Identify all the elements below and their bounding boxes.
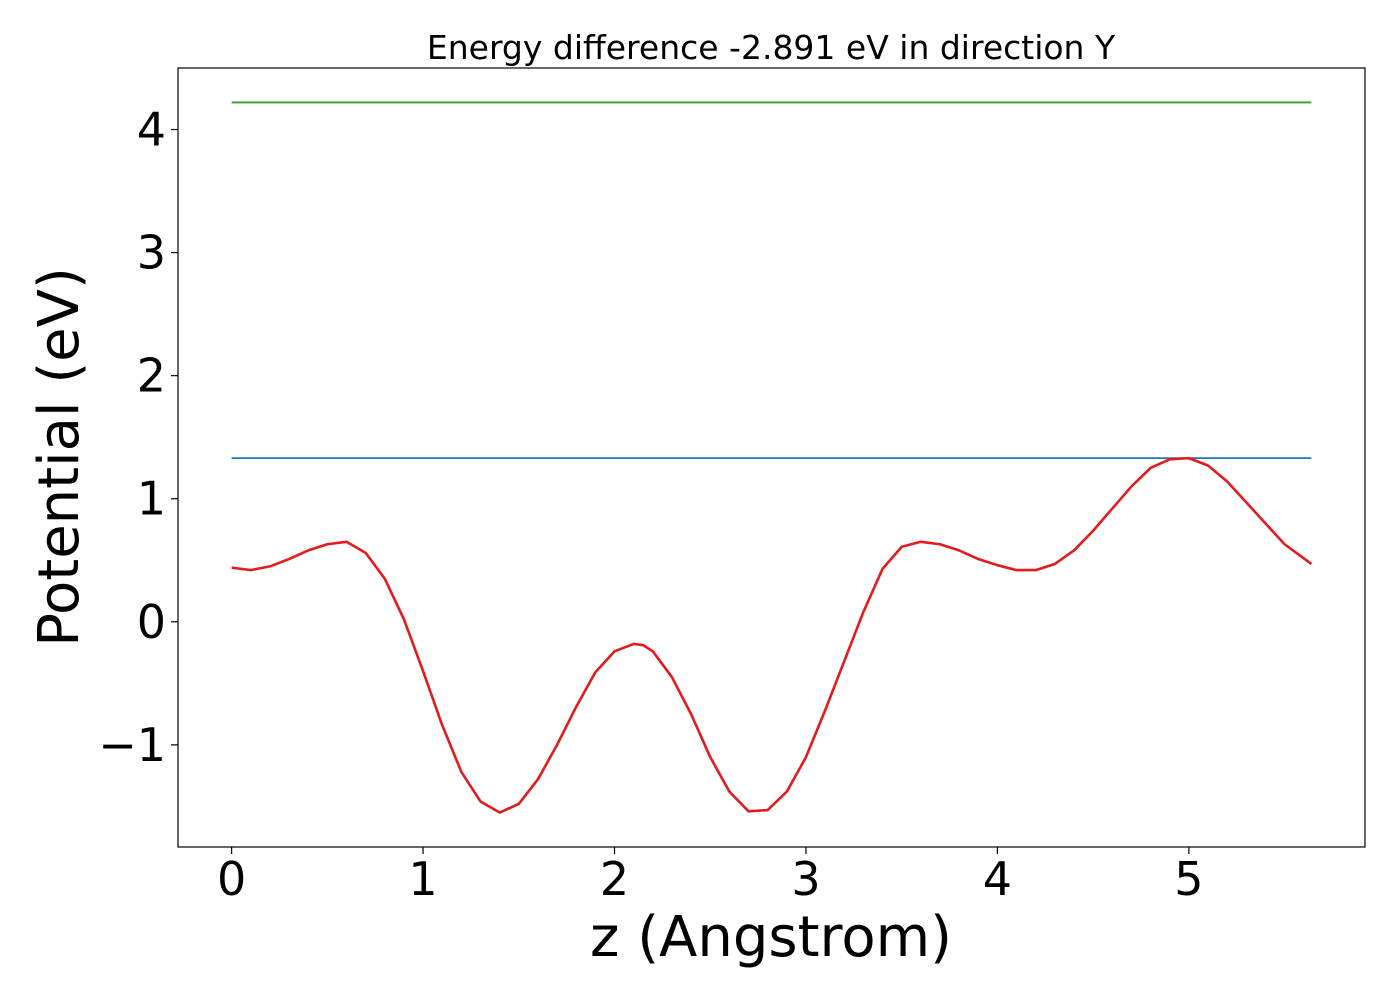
y-axis: −1 0 1 2 3 4 bbox=[98, 103, 178, 772]
series-line-3 bbox=[231, 456, 1313, 814]
y-tick-label: 3 bbox=[137, 226, 166, 280]
x-tick-label: 5 bbox=[1174, 852, 1203, 906]
x-tick-label: 1 bbox=[408, 852, 437, 906]
x-tick-label: 0 bbox=[217, 852, 246, 906]
y-tick-label: −1 bbox=[98, 718, 166, 772]
y-tick-label: 1 bbox=[137, 472, 166, 526]
plot-frame bbox=[177, 67, 1366, 848]
series-layer bbox=[231, 101, 1313, 814]
x-tick-label: 3 bbox=[791, 852, 820, 906]
x-tick-label: 4 bbox=[983, 852, 1012, 906]
x-axis-label: z (Angstrom) bbox=[590, 905, 952, 970]
x-tick-label: 2 bbox=[600, 852, 629, 906]
chart-title: Energy difference -2.891 eV in direction… bbox=[427, 28, 1116, 67]
y-tick-label: 2 bbox=[137, 349, 166, 403]
y-axis-label: Potential (eV) bbox=[27, 267, 92, 647]
y-tick-label: 0 bbox=[137, 595, 166, 649]
x-axis: 0 1 2 3 4 5 bbox=[217, 847, 1204, 906]
y-tick-label: 4 bbox=[137, 103, 166, 157]
